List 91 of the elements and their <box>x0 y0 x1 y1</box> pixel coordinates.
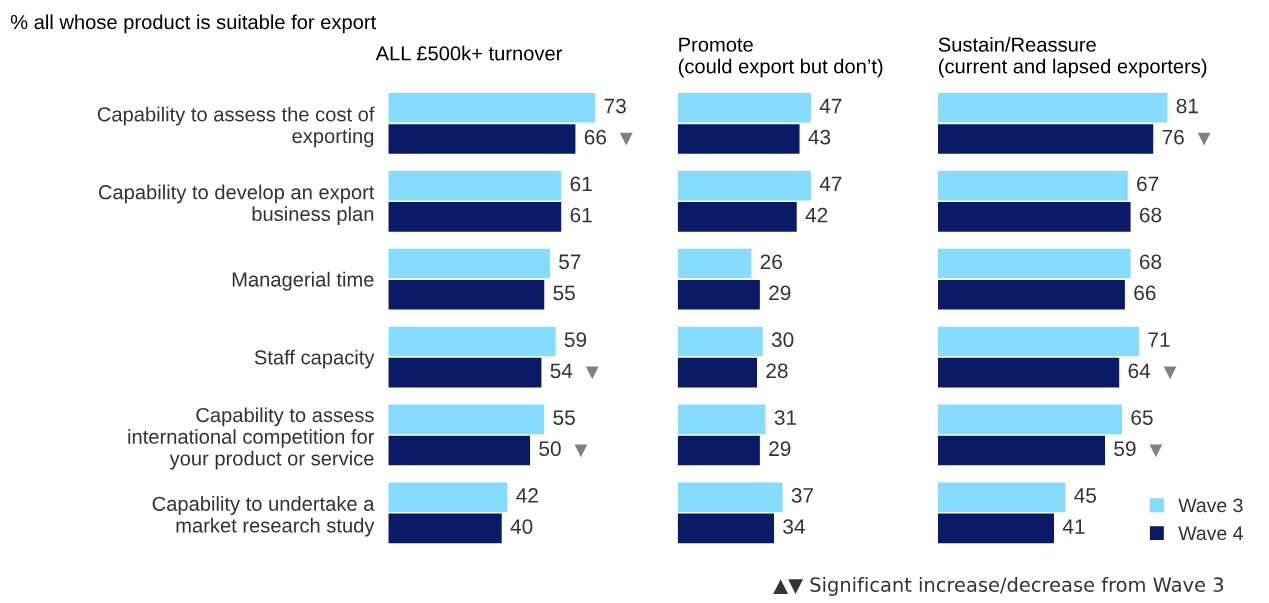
data-label: 43 <box>808 129 831 145</box>
bar <box>937 435 1106 466</box>
data-label: 34 <box>783 519 805 534</box>
bar <box>677 202 797 232</box>
legend-label: Wave 4 <box>1178 526 1243 541</box>
data-label: 54 <box>550 363 573 379</box>
bar <box>937 482 1066 513</box>
bar <box>388 404 545 435</box>
data-label: 47 <box>819 176 842 192</box>
data-label: 42 <box>516 488 538 503</box>
annotation: ▼ <box>1163 366 1177 380</box>
data-label: 26 <box>760 254 782 270</box>
data-label: 66 <box>1134 285 1156 301</box>
data-label: 37 <box>791 488 813 503</box>
data-label: 29 <box>769 285 791 301</box>
bar <box>677 326 763 357</box>
annotation: ▼ <box>1197 132 1211 146</box>
data-label: 65 <box>1131 410 1153 425</box>
chart-subtitle: ALL £500k+ turnover <box>375 45 563 61</box>
bar <box>677 357 758 388</box>
legend-label: Wave 3 <box>1178 498 1243 513</box>
data-label: 29 <box>769 441 791 457</box>
data-label: 68 <box>1139 207 1162 223</box>
bar <box>677 435 760 466</box>
data-label: 71 <box>1148 332 1170 347</box>
bar <box>937 124 1154 154</box>
data-label: 59 <box>1114 441 1136 457</box>
data-label: 59 <box>564 332 587 348</box>
data-label: 40 <box>510 519 533 534</box>
data-label: 55 <box>553 410 575 425</box>
data-label: 73 <box>604 98 626 114</box>
bar <box>388 357 542 388</box>
y-tick-label: Capability to develop an export business plan <box>98 184 375 226</box>
text: ▲▼ Significant increase/decrease from Wave 3 <box>773 576 1224 596</box>
y-tick-label: Capability to assess international competition for your product or service <box>128 407 375 470</box>
data-label: 45 <box>1074 488 1096 503</box>
chart-title: Promote (could export but don’t) <box>678 37 883 78</box>
data-label: 66 <box>584 129 607 145</box>
annotation: ▼ <box>619 132 633 146</box>
data-label: 42 <box>805 207 828 223</box>
bar <box>937 248 1131 279</box>
data-label: 61 <box>570 207 592 223</box>
chart-title: Sustain/Reassure (current and lapsed exporters) <box>938 36 1207 78</box>
data-label: 76 <box>1162 129 1184 145</box>
bar <box>937 404 1123 435</box>
bar <box>937 92 1168 123</box>
data-label: 55 <box>553 285 575 301</box>
annotation: ▼ <box>574 444 588 458</box>
bar <box>937 279 1125 310</box>
bar <box>937 202 1131 232</box>
bar <box>677 513 775 544</box>
bar <box>388 124 576 154</box>
data-label: 30 <box>771 332 794 348</box>
bar <box>388 92 596 123</box>
bar <box>677 404 766 435</box>
y-tick-label: Capability to undertake a market research study <box>152 496 375 537</box>
bar <box>677 92 811 123</box>
bar <box>388 482 508 513</box>
data-label: 67 <box>1137 176 1159 192</box>
data-label: 41 <box>1062 519 1085 534</box>
annotation: ▼ <box>1149 444 1163 458</box>
data-label: 28 <box>766 363 788 379</box>
data-label: 68 <box>1139 254 1162 270</box>
bar <box>388 435 531 466</box>
bar <box>677 124 800 154</box>
bar <box>937 326 1140 357</box>
text: % all whose product is suitable for export <box>10 14 377 34</box>
bar <box>677 482 783 513</box>
data-label: 61 <box>570 176 592 192</box>
bar <box>937 170 1128 201</box>
data-label: 50 <box>539 441 561 457</box>
data-label: 81 <box>1176 98 1198 114</box>
data-label: 47 <box>819 98 842 114</box>
y-tick-label: Staff capacity <box>254 349 375 369</box>
bar <box>388 202 562 232</box>
y-tick-label: Managerial time <box>232 271 374 291</box>
data-label: 57 <box>559 254 581 270</box>
bar <box>388 326 556 357</box>
data-label: 64 <box>1128 363 1151 379</box>
bar <box>677 170 811 201</box>
bar <box>677 248 752 279</box>
bar <box>388 513 502 544</box>
bar <box>388 279 545 310</box>
data-label: 31 <box>774 410 797 425</box>
y-tick-label: Capability to assess the cost of exporting <box>97 106 375 148</box>
bar <box>937 357 1120 388</box>
bar <box>388 248 550 279</box>
annotation: ▼ <box>585 366 599 380</box>
bar <box>937 513 1055 544</box>
bar <box>388 170 562 201</box>
bar <box>677 279 760 310</box>
